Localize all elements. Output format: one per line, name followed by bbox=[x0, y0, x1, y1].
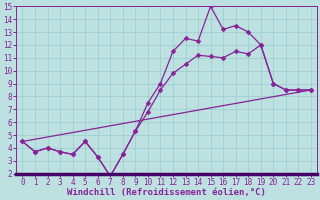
X-axis label: Windchill (Refroidissement éolien,°C): Windchill (Refroidissement éolien,°C) bbox=[67, 188, 266, 197]
